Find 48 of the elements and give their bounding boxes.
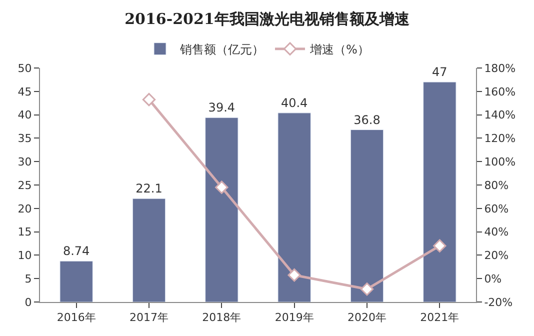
- y-tick-label: 20: [18, 202, 32, 216]
- x-tick-label: 2021年: [420, 311, 460, 324]
- y-tick-label: 45: [18, 85, 32, 98]
- bar: [350, 130, 384, 302]
- x-tick-label: 2018年: [202, 311, 242, 324]
- bar: [132, 198, 166, 302]
- data-label: 36.8: [354, 112, 380, 127]
- point: [433, 239, 446, 252]
- data-label: 22.1: [136, 182, 162, 196]
- y2-tick-label: 60%: [484, 202, 509, 216]
- bar: [278, 112, 311, 302]
- point: [288, 268, 301, 282]
- bar: [205, 117, 238, 302]
- y2-tick-label: 120%: [484, 132, 516, 146]
- y-tick-label: 10: [18, 249, 32, 262]
- y2-tick-label: -20%: [484, 296, 513, 309]
- data-label: 40.4: [280, 96, 308, 110]
- x-tick-label: 2019年: [274, 311, 314, 324]
- point: [215, 180, 228, 194]
- y2-tick-label: 180%: [484, 62, 516, 75]
- x-tick-label: 2020年: [348, 311, 386, 324]
- y2-tick-label: 140%: [484, 108, 516, 122]
- y-tick-label: 0: [24, 296, 32, 309]
- y2-tick-label: 0%: [484, 272, 502, 286]
- y-tick-label: 30: [18, 155, 32, 168]
- chart-title: 2016-2021年我国激光电视销售额及增速: [124, 10, 410, 28]
- data-label: 8.74: [62, 244, 90, 258]
- bar: [60, 260, 93, 302]
- y-tick-label: 35: [18, 132, 32, 146]
- data-label: 39.4: [208, 100, 236, 115]
- point: [142, 92, 156, 106]
- x-tick-label: 2017年: [130, 311, 168, 324]
- legend-label: 销售额（亿元）: [179, 42, 264, 56]
- bar: [423, 82, 456, 302]
- y2-tick-label: 40%: [484, 226, 509, 239]
- data-label: 47: [432, 65, 448, 80]
- y-tick-label: 50: [18, 62, 32, 75]
- y-tick-label: 25: [18, 178, 32, 192]
- y2-tick-label: 160%: [484, 85, 516, 98]
- legend-label: 增速（%）: [309, 42, 370, 56]
- point: [360, 282, 374, 296]
- x-tick-label: 2016年: [56, 311, 96, 324]
- y-tick-label: 40: [18, 108, 32, 122]
- y-tick-label: 5: [24, 272, 32, 286]
- y2-tick-label: 100%: [484, 155, 516, 168]
- y2-tick-label: 20%: [484, 249, 509, 262]
- y2-tick-label: 80%: [484, 178, 509, 192]
- y-tick-label: 15: [18, 226, 32, 239]
